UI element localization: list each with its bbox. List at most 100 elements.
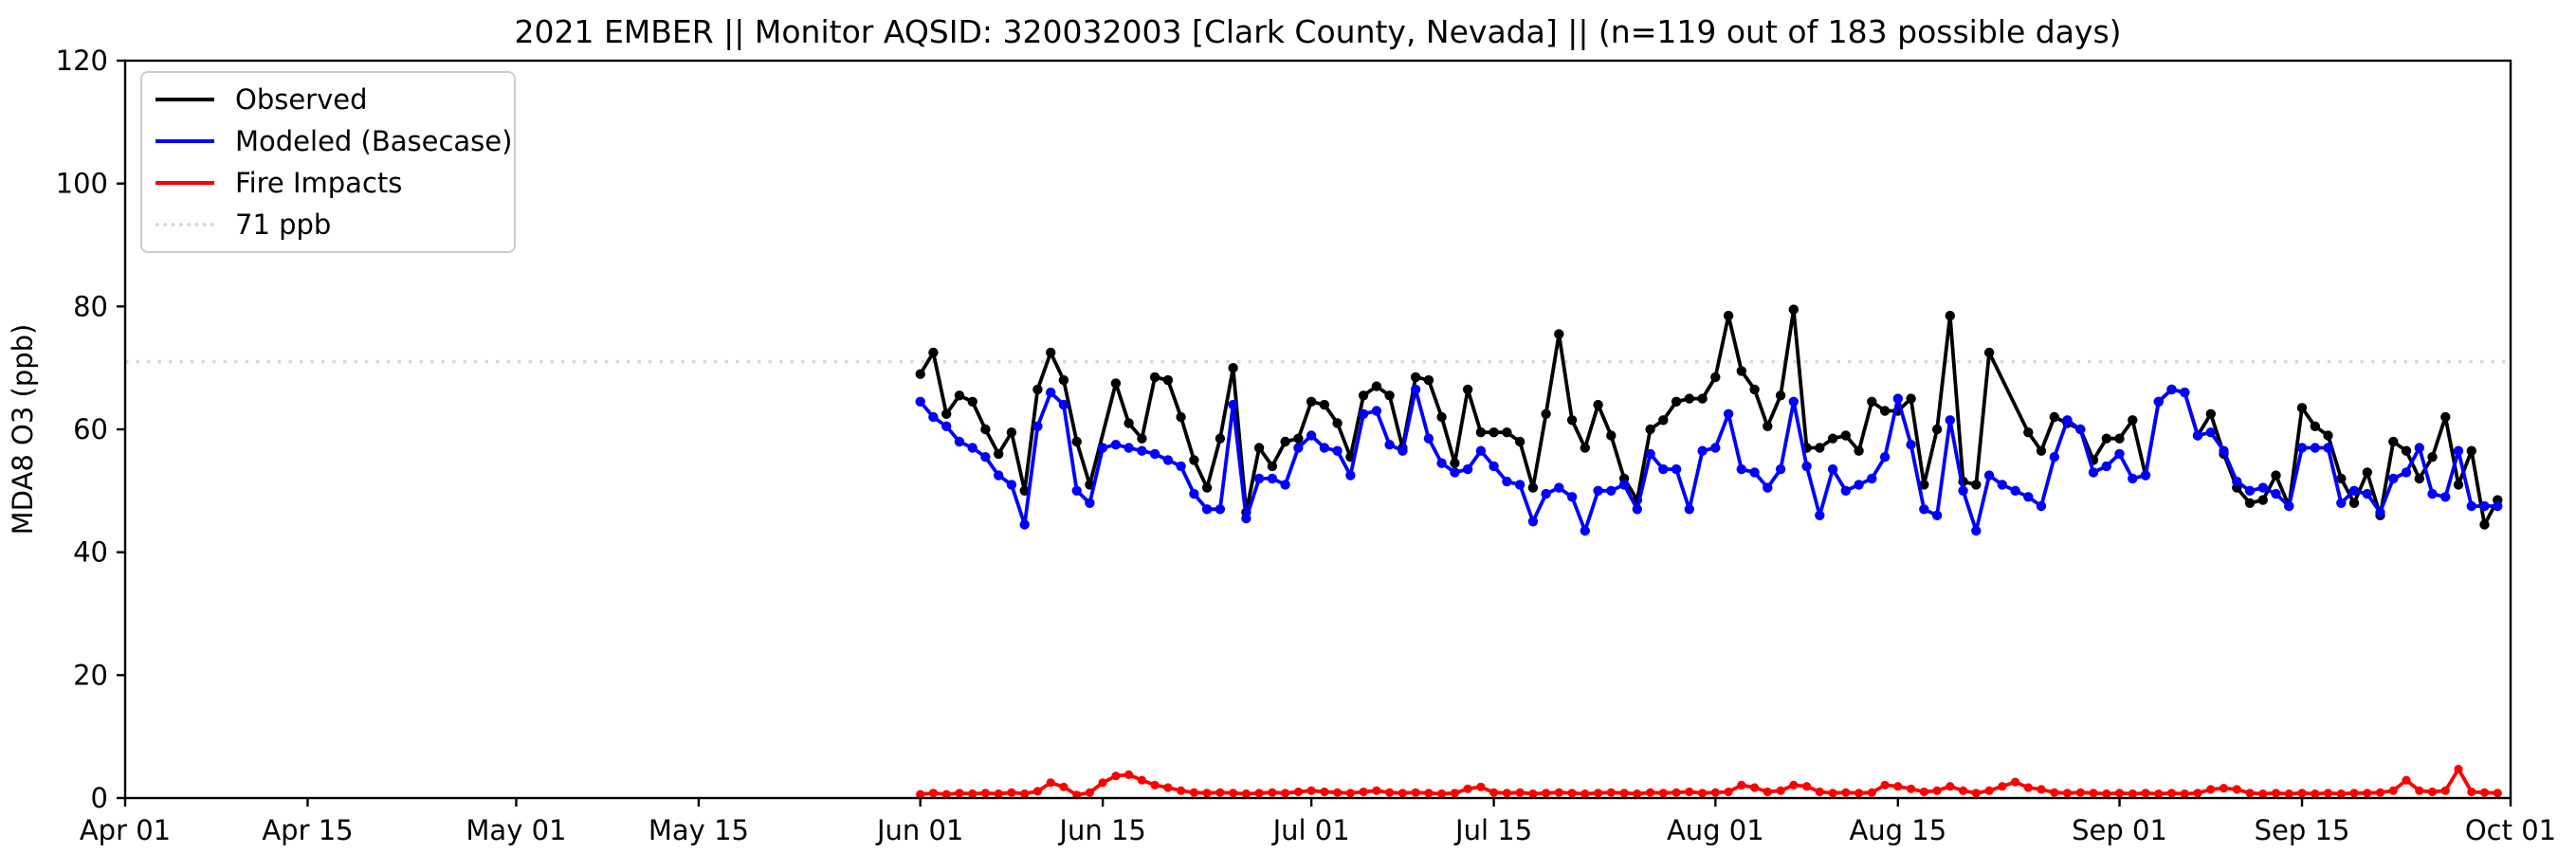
data-point bbox=[1345, 789, 1355, 798]
data-point bbox=[1371, 381, 1382, 391]
data-point bbox=[1606, 788, 1616, 797]
data-point bbox=[2180, 387, 2190, 398]
data-point bbox=[1527, 517, 1539, 527]
data-point bbox=[1658, 415, 1669, 426]
data-point bbox=[2219, 784, 2229, 793]
data-point bbox=[1567, 789, 1577, 798]
data-point bbox=[1658, 789, 1668, 798]
data-point bbox=[915, 369, 925, 379]
data-point bbox=[1436, 411, 1447, 423]
data-point bbox=[1046, 778, 1055, 788]
data-point bbox=[1358, 390, 1369, 401]
data-point bbox=[2205, 427, 2216, 438]
data-point bbox=[1542, 789, 1551, 798]
data-point bbox=[1945, 310, 1955, 321]
legend-label: Fire Impacts bbox=[235, 167, 403, 199]
x-tick-label: Aug 15 bbox=[1849, 814, 1946, 846]
data-point bbox=[2088, 467, 2099, 478]
data-point bbox=[2257, 495, 2268, 505]
data-point bbox=[2245, 789, 2255, 798]
data-point bbox=[1097, 443, 1108, 453]
data-point bbox=[1176, 411, 1186, 423]
data-point bbox=[2310, 421, 2320, 431]
data-point bbox=[1450, 789, 1459, 798]
x-tick-label: Jul 01 bbox=[1271, 814, 1350, 846]
data-point bbox=[2023, 427, 2034, 438]
data-point bbox=[2102, 789, 2111, 799]
data-point bbox=[2205, 408, 2216, 419]
data-point bbox=[2296, 403, 2308, 413]
data-point bbox=[1892, 393, 1904, 404]
data-point bbox=[941, 408, 952, 419]
data-point bbox=[1358, 408, 1369, 419]
data-point bbox=[1959, 786, 1968, 795]
x-tick-label: Apr 01 bbox=[80, 814, 171, 846]
data-point bbox=[1071, 436, 1082, 447]
data-point bbox=[955, 789, 964, 798]
data-point bbox=[1672, 788, 1681, 797]
data-point bbox=[1162, 374, 1174, 386]
data-point bbox=[1189, 488, 1199, 499]
x-tick-label: May 01 bbox=[466, 814, 566, 846]
data-point bbox=[1137, 445, 1147, 456]
data-point bbox=[1189, 455, 1199, 465]
data-point bbox=[2206, 785, 2216, 794]
data-point bbox=[2388, 436, 2399, 447]
modeled-line bbox=[919, 388, 2498, 533]
data-point bbox=[1385, 788, 1395, 797]
data-point bbox=[2128, 415, 2138, 426]
data-point bbox=[2479, 500, 2490, 512]
data-point bbox=[2479, 519, 2490, 530]
data-point bbox=[1749, 467, 1760, 478]
data-point bbox=[1776, 786, 1785, 795]
data-point bbox=[2114, 433, 2125, 444]
data-point bbox=[1268, 788, 1277, 797]
data-point bbox=[1281, 789, 1290, 798]
data-point bbox=[1854, 445, 1864, 456]
data-point bbox=[2062, 415, 2073, 426]
data-point bbox=[928, 347, 939, 358]
data-point bbox=[1867, 473, 1877, 484]
data-point bbox=[2323, 443, 2333, 453]
data-point bbox=[2466, 500, 2476, 512]
data-point bbox=[2440, 492, 2451, 502]
data-point bbox=[1554, 482, 1564, 493]
data-point bbox=[2050, 788, 2059, 797]
data-point bbox=[1280, 480, 1290, 490]
data-point bbox=[1514, 436, 1526, 447]
legend-label: 71 ppb bbox=[235, 209, 332, 241]
data-point bbox=[1384, 390, 1395, 401]
data-point bbox=[2454, 764, 2463, 774]
data-point bbox=[1775, 390, 1786, 401]
data-point bbox=[994, 470, 1004, 481]
data-point bbox=[2414, 473, 2424, 484]
data-point bbox=[2453, 480, 2464, 490]
data-point bbox=[1149, 448, 1160, 460]
data-point bbox=[1710, 788, 1720, 797]
data-point bbox=[1046, 347, 1056, 358]
data-point bbox=[1006, 480, 1017, 490]
data-point bbox=[1502, 789, 1511, 798]
data-point bbox=[1293, 433, 1304, 444]
data-point bbox=[1176, 461, 1186, 472]
data-point bbox=[2362, 467, 2372, 478]
data-point bbox=[1919, 787, 1928, 797]
data-point bbox=[1997, 480, 2007, 490]
data-point bbox=[1398, 789, 1407, 798]
legend-item-observed: Observed bbox=[142, 81, 514, 118]
data-point bbox=[1685, 787, 1694, 797]
y-tick-label: 40 bbox=[73, 536, 108, 569]
data-point bbox=[1046, 387, 1056, 398]
data-point bbox=[1919, 480, 1929, 490]
data-point bbox=[1006, 427, 1017, 438]
x-tick-label: Jul 15 bbox=[1453, 814, 1532, 846]
data-point bbox=[2401, 445, 2412, 456]
data-point bbox=[1840, 430, 1852, 441]
data-point bbox=[1150, 780, 1160, 790]
data-point bbox=[1907, 784, 1916, 793]
data-point bbox=[1110, 440, 1122, 450]
data-point bbox=[2375, 788, 2385, 797]
data-point bbox=[1893, 782, 1903, 791]
data-point bbox=[1945, 415, 1955, 426]
